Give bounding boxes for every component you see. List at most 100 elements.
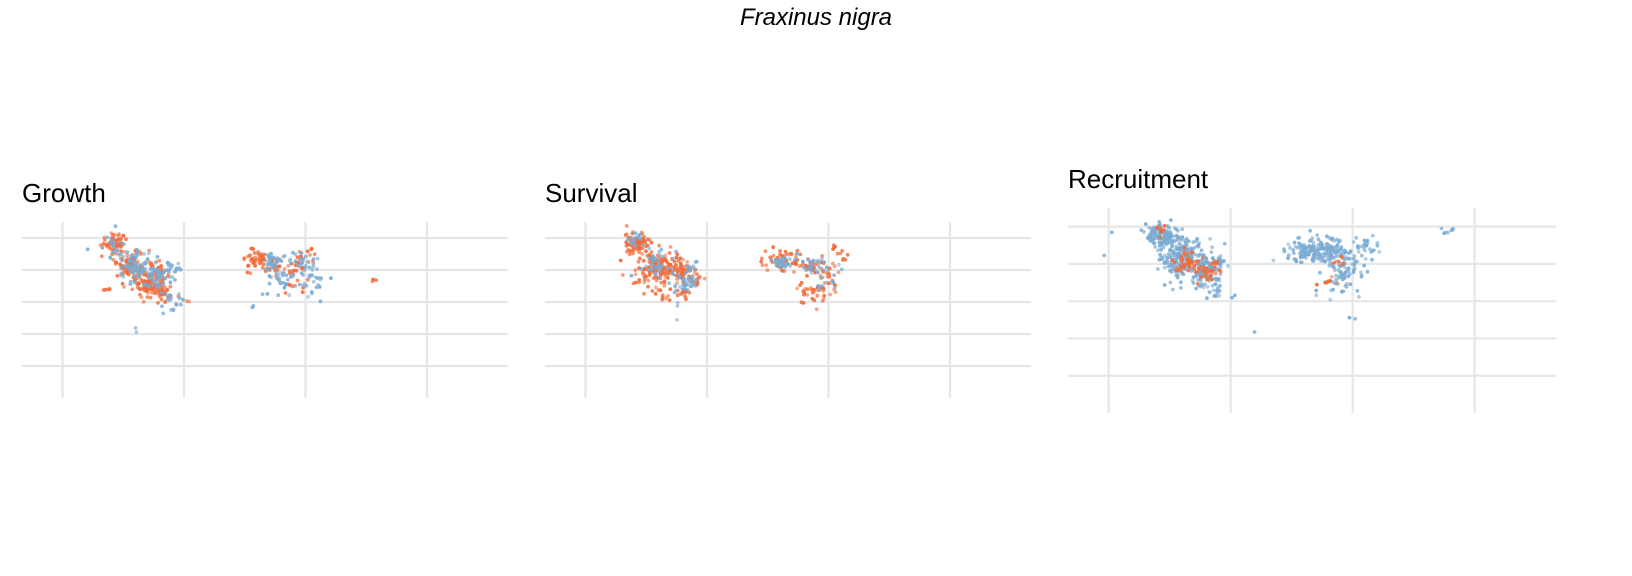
data-point — [1316, 237, 1321, 242]
data-point — [824, 280, 829, 285]
data-point — [637, 250, 642, 255]
data-point — [793, 257, 798, 262]
data-point — [1187, 259, 1191, 264]
data-point — [1329, 237, 1333, 241]
data-point — [822, 296, 826, 300]
data-point — [161, 270, 166, 275]
data-point — [177, 296, 182, 300]
data-point — [668, 245, 673, 249]
data-point — [1346, 274, 1351, 279]
data-point — [629, 235, 633, 240]
data-point — [267, 274, 272, 278]
data-point — [1352, 253, 1357, 258]
data-point — [674, 288, 678, 292]
data-point — [815, 293, 820, 298]
data-point — [668, 262, 673, 267]
data-point — [1189, 247, 1194, 252]
data-point — [833, 290, 838, 295]
data-point — [1355, 244, 1360, 249]
data-point — [633, 244, 638, 249]
data-point — [318, 275, 322, 280]
data-point — [1348, 282, 1353, 287]
panel-title: Growth — [22, 178, 106, 208]
data-point — [820, 256, 824, 261]
data-point — [1316, 246, 1321, 251]
data-point — [121, 254, 125, 259]
data-point — [139, 262, 143, 267]
data-point — [287, 269, 292, 274]
data-point — [113, 224, 118, 229]
data-point — [149, 276, 154, 281]
data-point — [1156, 224, 1161, 229]
data-point — [1328, 253, 1333, 258]
data-point — [1339, 245, 1344, 249]
data-point — [797, 264, 802, 268]
data-point — [245, 270, 250, 275]
data-point — [1301, 251, 1305, 256]
data-point — [1179, 256, 1184, 261]
data-point — [809, 286, 813, 290]
data-point — [1233, 293, 1237, 298]
data-point — [307, 265, 312, 270]
data-point — [835, 251, 840, 256]
data-point — [1214, 294, 1218, 299]
data-point — [248, 271, 253, 276]
data-point — [1158, 235, 1163, 240]
data-point — [632, 238, 636, 242]
data-point — [1182, 251, 1186, 255]
data-point — [1198, 252, 1202, 257]
data-point — [269, 266, 273, 271]
data-point — [107, 287, 111, 292]
data-point — [130, 287, 135, 292]
data-point — [279, 259, 284, 263]
data-point — [620, 273, 625, 277]
data-point — [1291, 248, 1296, 252]
data-point — [136, 274, 140, 279]
data-point — [301, 257, 306, 261]
data-point — [627, 248, 632, 253]
data-point — [670, 266, 675, 271]
data-point — [111, 250, 115, 255]
data-point — [642, 291, 646, 296]
data-point — [136, 267, 140, 271]
data-point — [1182, 264, 1187, 268]
data-point — [313, 275, 318, 280]
data-point — [657, 243, 661, 248]
data-point — [640, 271, 645, 276]
data-point — [1191, 240, 1196, 245]
data-point — [299, 271, 304, 275]
data-point — [1375, 243, 1380, 248]
data-point — [690, 276, 695, 281]
data-point — [686, 282, 690, 287]
data-point — [1222, 259, 1226, 263]
data-point — [1208, 273, 1213, 278]
data-point — [146, 271, 150, 275]
data-point — [1343, 250, 1347, 254]
data-point — [1204, 259, 1209, 264]
data-point — [1168, 247, 1173, 252]
data-point — [138, 292, 142, 297]
data-point — [142, 251, 146, 256]
data-point — [125, 250, 130, 254]
data-point — [133, 326, 138, 330]
data-point — [618, 258, 623, 263]
data-point — [1207, 270, 1212, 275]
data-point — [274, 266, 279, 271]
data-point — [308, 253, 312, 257]
data-point — [145, 257, 150, 261]
data-point — [173, 278, 177, 282]
data-point — [115, 274, 120, 278]
data-point — [329, 276, 333, 280]
data-point — [1205, 277, 1210, 282]
data-point — [304, 254, 308, 259]
data-point — [156, 267, 161, 272]
data-point — [1161, 245, 1166, 250]
data-point — [1371, 233, 1375, 238]
data-point — [1200, 256, 1205, 261]
data-point — [128, 266, 133, 271]
data-point — [779, 263, 783, 268]
data-point — [695, 281, 700, 286]
data-point — [1298, 245, 1302, 250]
data-point — [1353, 316, 1357, 321]
data-point — [817, 287, 822, 292]
